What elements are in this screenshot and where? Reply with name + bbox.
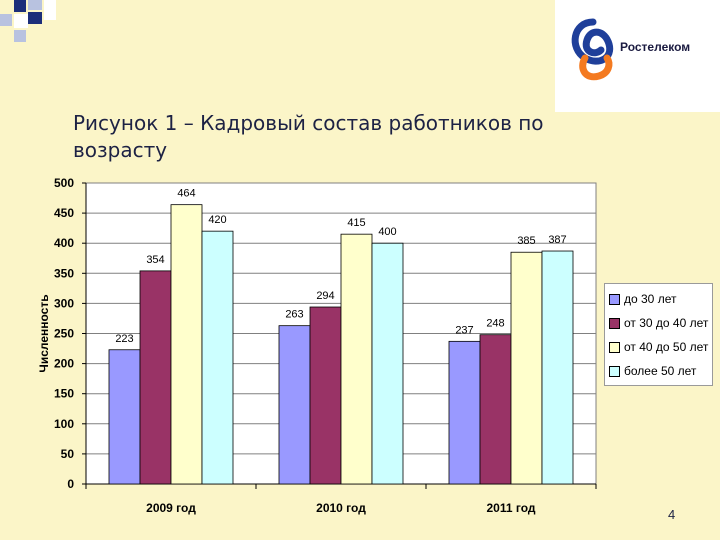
x-tick-label: 2010 год: [316, 501, 366, 515]
page-number: 4: [668, 507, 676, 522]
y-tick-label: 0: [67, 477, 74, 491]
data-label: 464: [177, 188, 195, 200]
y-tick-label: 350: [54, 266, 74, 280]
legend-label: более 50 лет: [624, 364, 697, 378]
y-tick-label: 300: [54, 296, 74, 310]
y-tick-label: 200: [54, 357, 74, 371]
logo-text: Ростелеком: [620, 40, 691, 54]
corner-decoration: [0, 0, 56, 42]
y-tick-label: 100: [54, 417, 74, 431]
data-label: 263: [285, 309, 303, 321]
legend-item: от 30 до 40 лет: [609, 311, 712, 335]
data-label: 223: [115, 333, 133, 345]
rostelecom-logo-icon: [571, 18, 614, 81]
data-label: 420: [208, 214, 226, 226]
legend-label: до 30 лет: [624, 292, 677, 306]
x-tick-label: 2009 год: [146, 501, 196, 515]
data-label: 400: [378, 226, 396, 238]
logo-area: [555, 0, 720, 112]
chart-legend: до 30 лет от 30 до 40 лет от 40 до 50 лет б…: [604, 283, 713, 386]
x-tick-label: 2011 год: [487, 501, 536, 515]
data-label: 387: [548, 234, 566, 246]
data-label: 385: [517, 235, 535, 247]
legend-swatch: [609, 341, 620, 353]
legend-swatch: [609, 293, 620, 305]
bar: [448, 340, 481, 485]
legend-swatch: [609, 317, 620, 329]
bar: [510, 251, 543, 485]
legend-label: от 30 до 40 лет: [624, 316, 709, 330]
y-axis-label: Численность: [37, 294, 51, 372]
bar: [340, 233, 373, 485]
legend-label: от 40 до 50 лет: [624, 340, 709, 354]
bar: [309, 306, 342, 485]
data-label: 354: [146, 254, 164, 266]
bar: [541, 250, 574, 485]
y-tick-label: 450: [54, 206, 74, 220]
legend-item: от 40 до 50 лет: [609, 335, 712, 359]
slide-title: Рисунок 1 – Кадровый состав работников п…: [73, 111, 544, 162]
data-label: 294: [316, 290, 334, 302]
bar: [201, 230, 234, 485]
legend-item: до 30 лет: [609, 287, 712, 311]
data-label: 237: [455, 324, 473, 336]
y-tick-label: 250: [54, 327, 74, 341]
bar: [278, 325, 311, 485]
legend-item: более 50 лет: [609, 359, 712, 383]
legend-swatch: [609, 365, 620, 377]
y-tick-label: 50: [61, 447, 75, 461]
bar: [479, 334, 512, 485]
bar: [139, 270, 172, 485]
y-tick-label: 150: [54, 387, 74, 401]
y-tick-label: 500: [54, 176, 74, 190]
bar: [170, 204, 203, 485]
data-label: 248: [486, 318, 504, 330]
bar: [371, 242, 404, 485]
y-tick-label: 400: [54, 236, 74, 250]
bar: [108, 349, 141, 485]
data-label: 415: [347, 217, 365, 229]
